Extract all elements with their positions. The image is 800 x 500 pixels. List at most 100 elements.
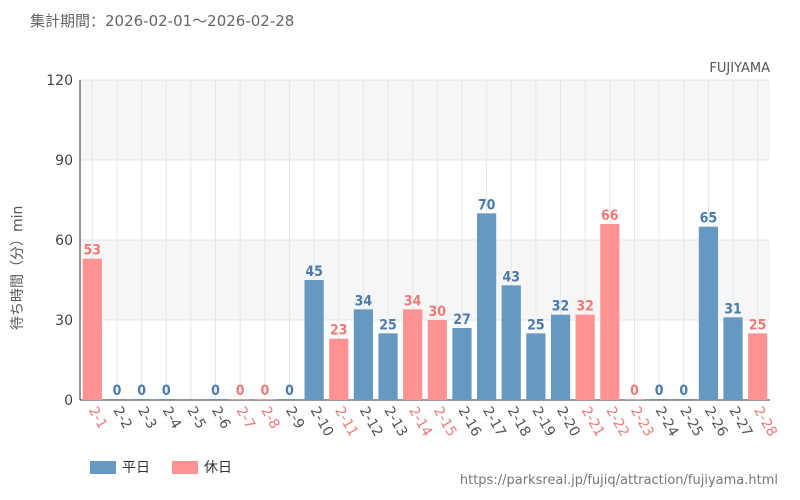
bar-value-label: 25 xyxy=(749,317,767,333)
x-tick-label: 2-20 xyxy=(553,404,583,440)
period-label: 集計期間：2026-02-01～2026-02-28 xyxy=(30,12,295,30)
x-tick-label: 2-26 xyxy=(701,404,731,440)
bar-value-label: 0 xyxy=(113,383,122,399)
x-tick-label: 2-27 xyxy=(726,404,756,440)
x-tick-label: 2-5 xyxy=(183,404,208,432)
bar-value-label: 34 xyxy=(404,293,422,309)
x-tick-label: 2-2 xyxy=(110,404,135,432)
plot-band xyxy=(80,80,770,160)
bar xyxy=(526,333,546,400)
x-tick-label: 2-8 xyxy=(257,404,282,432)
legend-label-holiday: 休日 xyxy=(204,460,232,476)
x-tick-label: 2-7 xyxy=(233,404,258,432)
bar xyxy=(476,213,497,400)
bar-value-label: 0 xyxy=(236,383,245,399)
bar xyxy=(698,226,719,400)
bar-value-label: 25 xyxy=(379,317,397,333)
x-tick-label: 2-17 xyxy=(479,404,509,440)
bar xyxy=(649,399,669,400)
bar xyxy=(550,314,571,400)
bar xyxy=(353,309,374,400)
plot-band xyxy=(80,240,770,320)
x-tick-label: 2-1 xyxy=(85,404,110,432)
x-tick-label: 2-21 xyxy=(578,404,608,440)
x-tick-label: 2-3 xyxy=(134,404,159,432)
bar xyxy=(279,399,300,400)
bar-value-label: 0 xyxy=(630,383,639,399)
bar xyxy=(624,399,645,400)
bar-value-label: 30 xyxy=(429,304,447,320)
x-tick-label: 2-6 xyxy=(208,404,233,432)
bar-value-label: 66 xyxy=(601,208,619,224)
y-tick-label: 0 xyxy=(64,393,73,409)
bar xyxy=(600,224,620,400)
legend: 平日 休日 xyxy=(90,457,254,477)
bar xyxy=(452,328,472,400)
x-tick-label: 2-23 xyxy=(627,404,657,440)
x-tick-label: 2-16 xyxy=(455,404,485,440)
legend-label-weekday: 平日 xyxy=(122,460,150,476)
x-tick-label: 2-24 xyxy=(652,404,682,440)
bar-value-label: 0 xyxy=(137,383,146,399)
bar xyxy=(156,399,176,400)
x-tick-label: 2-14 xyxy=(405,404,435,440)
bar-value-label: 25 xyxy=(527,317,545,333)
bar xyxy=(304,280,324,400)
bar xyxy=(378,333,398,400)
x-tick-label: 2-12 xyxy=(356,404,386,440)
bar xyxy=(329,338,349,400)
source-url[interactable]: https://parksreal.jp/fujiq/attraction/fu… xyxy=(459,473,778,488)
bar-value-label: 32 xyxy=(576,299,594,315)
x-tick-label: 2-15 xyxy=(430,404,460,440)
bar-value-label: 70 xyxy=(478,197,496,213)
x-tick-label: 2-28 xyxy=(750,404,780,440)
chart-title: FUJIYAMA xyxy=(709,61,770,76)
legend-item-holiday[interactable]: 休日 xyxy=(172,457,232,477)
bar-value-label: 0 xyxy=(679,383,688,399)
x-tick-label: 2-18 xyxy=(504,404,534,440)
bar-value-label: 34 xyxy=(355,293,373,309)
bar-value-label: 0 xyxy=(162,383,171,399)
bar-value-label: 32 xyxy=(552,299,570,315)
bar-value-label: 31 xyxy=(724,301,742,317)
y-tick-label: 90 xyxy=(55,153,73,169)
bar xyxy=(674,399,694,400)
bar xyxy=(575,314,595,400)
x-tick-label: 2-10 xyxy=(307,404,337,440)
bar-value-label: 27 xyxy=(453,312,471,328)
legend-item-weekday[interactable]: 平日 xyxy=(90,457,150,477)
y-tick-label: 30 xyxy=(55,313,73,329)
bar-value-label: 45 xyxy=(305,264,323,280)
legend-swatch-weekday xyxy=(90,460,116,474)
bar-value-label: 43 xyxy=(502,269,520,285)
bar-value-label: 0 xyxy=(260,383,269,399)
bar-value-label: 0 xyxy=(211,383,220,399)
bar-value-label: 0 xyxy=(285,383,294,399)
y-tick-label: 120 xyxy=(46,73,73,89)
bar xyxy=(723,317,743,400)
bar xyxy=(748,333,768,400)
x-tick-label: 2-25 xyxy=(676,404,706,440)
bar-value-label: 23 xyxy=(330,323,348,339)
x-tick-label: 2-19 xyxy=(528,404,558,440)
bar xyxy=(107,399,127,400)
bar xyxy=(131,399,152,400)
x-tick-label: 2-11 xyxy=(331,404,361,440)
legend-swatch-holiday xyxy=(172,460,198,474)
y-tick-label: 60 xyxy=(55,233,73,249)
bar-value-label: 0 xyxy=(655,383,664,399)
x-tick-label: 2-9 xyxy=(282,404,307,432)
x-tick-label: 2-4 xyxy=(159,404,184,432)
bar xyxy=(230,399,250,400)
bar xyxy=(205,399,226,400)
bar xyxy=(501,285,521,400)
bar xyxy=(82,258,102,400)
bar xyxy=(427,320,447,400)
x-tick-label: 2-22 xyxy=(602,404,632,440)
bar xyxy=(403,309,423,400)
bar xyxy=(255,399,275,400)
bar-value-label: 65 xyxy=(700,211,718,227)
bar-value-label: 53 xyxy=(84,243,102,259)
x-tick-label: 2-13 xyxy=(381,404,411,440)
